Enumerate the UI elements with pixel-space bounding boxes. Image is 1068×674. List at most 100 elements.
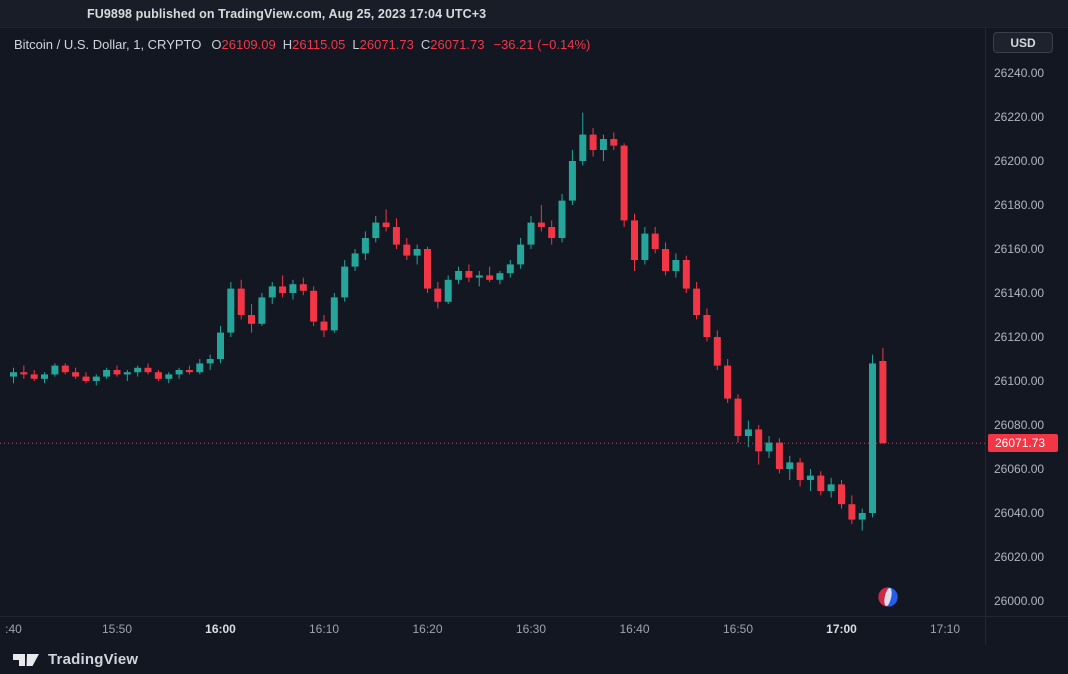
candle-body: [392, 227, 400, 245]
open-readout: O26109.09: [211, 36, 276, 52]
time-axis-label: 16:10: [309, 622, 339, 636]
high-value: 26115.05: [292, 36, 346, 52]
candle-body: [361, 238, 369, 254]
candle-body: [455, 271, 463, 280]
price-axis-label: 26100.00: [994, 374, 1044, 388]
candle-body: [713, 337, 721, 366]
candle-body: [631, 220, 638, 260]
candle-body: [227, 288, 235, 333]
candle-body: [589, 134, 597, 150]
tradingview-brand-text[interactable]: TradingView: [48, 651, 139, 668]
candle-body: [527, 222, 535, 245]
candle-body: [175, 370, 183, 375]
currency-toggle-button[interactable]: USD: [993, 32, 1053, 53]
candle-body: [30, 374, 38, 379]
footer-bar: TradingView: [0, 645, 1068, 674]
candle-body: [103, 370, 111, 377]
price-axis-label: 26020.00: [994, 550, 1044, 564]
candle-body: [341, 266, 349, 298]
candle-body: [217, 332, 224, 359]
candle-body: [693, 288, 701, 315]
candle-body: [610, 139, 618, 146]
candle-body: [475, 275, 483, 278]
candle-body: [268, 286, 276, 298]
candle-body: [123, 372, 131, 375]
candle-body: [703, 315, 711, 337]
candle-body: [20, 372, 28, 375]
time-axis-label: 17:10: [930, 622, 960, 636]
candle-body: [61, 365, 69, 373]
candle-body: [599, 139, 607, 150]
candle-body: [775, 442, 783, 469]
candle-body: [299, 284, 307, 291]
candle-body: [537, 222, 545, 227]
exchange-logo-watermark: [877, 586, 899, 608]
price-axis-label: 26160.00: [994, 242, 1044, 256]
price-axis-label: 26200.00: [994, 154, 1044, 168]
time-axis-label: 17:00: [826, 622, 857, 636]
candle-body: [465, 271, 473, 278]
candle-body: [662, 249, 669, 271]
candle-body: [786, 462, 794, 469]
candle-body: [289, 284, 297, 293]
candle-body: [320, 321, 328, 331]
candle-body: [258, 297, 266, 324]
time-axis-label: :40: [5, 622, 22, 636]
candle-body: [144, 367, 152, 373]
time-axis-label: 15:50: [102, 622, 132, 636]
symbol-description[interactable]: Bitcoin / U.S. Dollar, 1, CRYPTO: [14, 36, 202, 52]
candle-body: [330, 297, 338, 331]
price-axis-label: 26040.00: [994, 506, 1044, 520]
price-axis-label: 26120.00: [994, 330, 1044, 344]
candle-body: [806, 475, 814, 480]
candle-body: [879, 361, 887, 444]
publish-header-bar: FU9898 published on TradingView.com, Aug…: [0, 0, 1068, 28]
price-axis-label: 26080.00: [994, 418, 1044, 432]
candle-body: [682, 260, 690, 289]
candle-body: [92, 376, 100, 381]
price-axis-label: 26240.00: [994, 66, 1044, 80]
candle-body: [506, 264, 514, 274]
candle-body: [372, 222, 380, 238]
tradingview-logo-icon[interactable]: [13, 652, 39, 668]
price-axis-label: 26000.00: [994, 594, 1044, 608]
candle-body: [382, 222, 390, 227]
close-value: 26071.73: [430, 36, 485, 52]
candle-body: [185, 370, 193, 373]
low-value: 26071.73: [359, 36, 414, 52]
candle-body: [10, 372, 17, 377]
candle-body: [444, 279, 452, 302]
candle-body: [651, 233, 659, 249]
candle-body: [848, 504, 856, 520]
candle-body: [486, 275, 494, 280]
candle-body: [196, 363, 204, 373]
time-axis-label: 16:00: [205, 622, 236, 636]
last-price-label: 26071.73: [988, 434, 1058, 452]
time-axis-label: 16:40: [619, 622, 649, 636]
candle-body: [496, 273, 504, 280]
candle-body: [744, 429, 752, 436]
price-axis-label: 26060.00: [994, 462, 1044, 476]
candle-body: [869, 363, 876, 513]
high-readout: H26115.05: [282, 36, 346, 52]
candle-body: [641, 233, 649, 260]
candle-body: [672, 260, 680, 271]
publish-text: FU9898 published on TradingView.com, Aug…: [87, 7, 487, 21]
candle-body: [765, 442, 773, 452]
candle-body: [734, 398, 742, 436]
candle-body: [279, 286, 287, 293]
candle-body: [755, 429, 763, 452]
open-value: 26109.09: [221, 36, 276, 52]
price-axis-label: 26180.00: [994, 198, 1044, 212]
candle-body: [424, 249, 431, 289]
change-value: −36.21 (−0.14%): [493, 36, 591, 52]
candle-body: [434, 288, 442, 302]
chart-legend[interactable]: Bitcoin / U.S. Dollar, 1, CRYPTO O26109.…: [14, 36, 590, 52]
candle-body: [41, 374, 48, 379]
candle-body: [310, 290, 318, 322]
candle-body: [858, 513, 866, 520]
candle-body: [403, 244, 411, 256]
candle-body: [206, 359, 214, 364]
